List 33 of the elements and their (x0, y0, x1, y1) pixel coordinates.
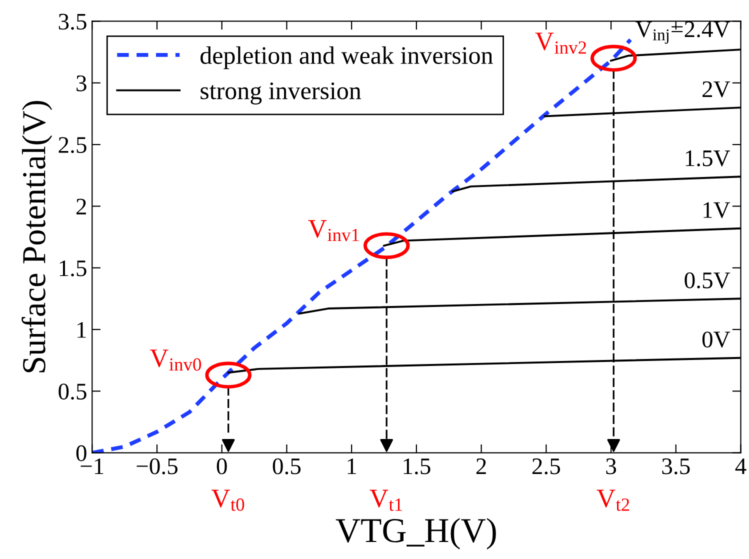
legend-label: depletion and weak inversion (200, 46, 493, 70)
x-tick-label: 2 (476, 458, 486, 474)
y-tick-label: 2 (76, 198, 86, 214)
y-tick-label: 2.5 (58, 137, 86, 154)
x-tick-label: 4 (735, 458, 746, 474)
text: V$_{t1}$ (370, 490, 402, 511)
x-tick-label: 3 (606, 458, 616, 474)
y-tick-label: 1 (78, 322, 86, 338)
y-tick-label: 0.5 (58, 384, 86, 400)
x-tick-label: 3.5 (662, 458, 690, 474)
x-tick-label: 1 (348, 458, 356, 474)
annotation: 0.5V (684, 272, 730, 288)
x-tick-label: 0 (216, 458, 227, 474)
x-tick-label: 0.5 (272, 458, 301, 474)
annotation: 1V (704, 202, 730, 218)
x-tick-label: 1.5 (404, 458, 430, 474)
text: V$_{t0}$ (211, 490, 244, 511)
annotation: 1.5V (686, 150, 730, 166)
y-tick-label: 1.5 (60, 260, 86, 276)
annotation: V$_{inv1}$ (308, 220, 359, 242)
x-tick-label: −0.5 (136, 458, 178, 474)
annotation: V$_{inj}$=2.4V (635, 21, 730, 44)
annotation: 2V (702, 81, 730, 98)
y-axis-title: Surface Potential(V) (22, 101, 52, 372)
annotation: V$_{inv0}$ (150, 350, 202, 371)
legend-label: strong inversion (200, 82, 362, 104)
text: V$_{t2}$ (596, 490, 630, 511)
annotation: 0V (702, 332, 730, 348)
y-tick-label: 3.5 (58, 14, 86, 30)
x-tick-label: 2.5 (532, 458, 560, 474)
x-axis-title: VTG_H(V) (336, 518, 496, 550)
annotation: V$_{inv2}$ (535, 32, 586, 54)
y-tick-label: 3 (76, 75, 86, 92)
